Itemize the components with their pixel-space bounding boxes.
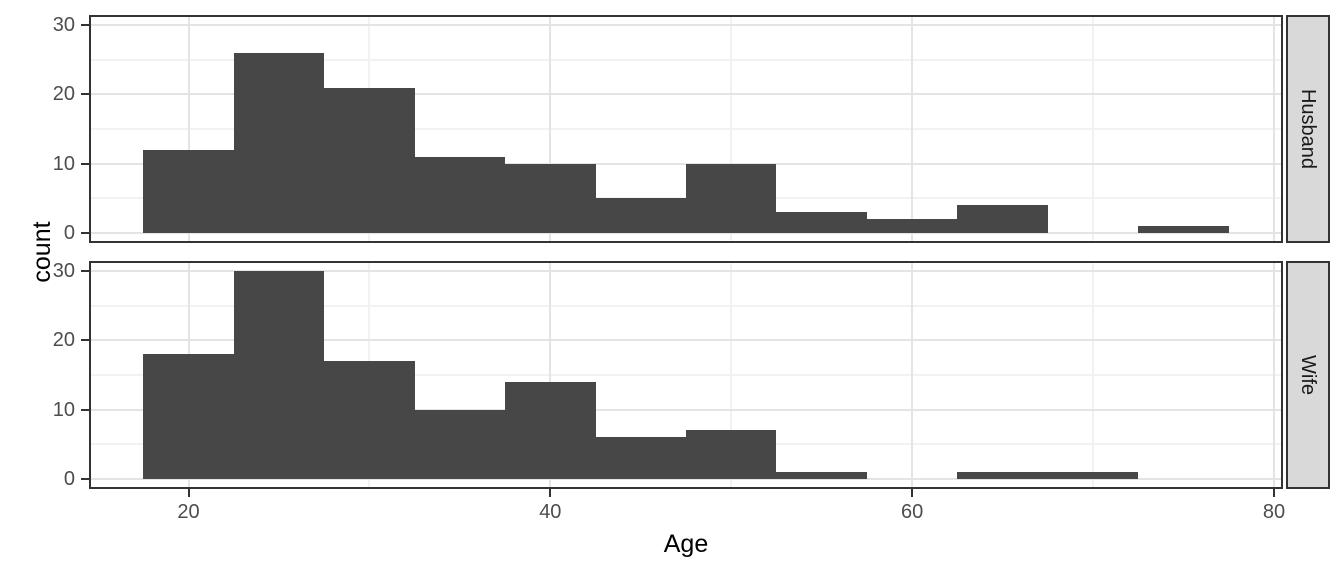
histogram-bar xyxy=(414,409,506,479)
y-tick-mark xyxy=(81,270,89,273)
gridline-minor-y xyxy=(89,128,1283,130)
y-tick-mark xyxy=(81,339,89,342)
histogram-bar xyxy=(686,430,777,479)
y-tick-mark xyxy=(81,162,89,165)
x-tick-label: 60 xyxy=(901,501,924,523)
histogram-bar xyxy=(505,163,596,233)
y-tick-label: 0 xyxy=(63,467,75,490)
x-tick-label: 20 xyxy=(177,501,200,523)
facet-panel-wife xyxy=(89,261,1283,489)
histogram-bar xyxy=(776,211,867,233)
x-tick-mark xyxy=(1272,489,1275,497)
facet-strip-wife: Wife xyxy=(1286,261,1330,489)
gridline-major-x xyxy=(187,15,190,243)
histogram-bar xyxy=(686,163,777,233)
y-axis-title: count xyxy=(28,221,56,283)
gridline-major-x xyxy=(549,261,552,489)
histogram-bar xyxy=(324,361,415,479)
y-tick-label: 30 xyxy=(52,14,75,37)
y-tick-mark xyxy=(81,93,89,96)
y-tick-label: 20 xyxy=(52,83,75,106)
gridline-minor-y xyxy=(89,58,1283,61)
histogram-bar xyxy=(414,156,506,233)
gridline-major-y xyxy=(89,270,1283,273)
gridline-minor-x xyxy=(1092,261,1095,489)
histogram-bar xyxy=(505,381,596,479)
x-axis-title: Age xyxy=(663,530,709,558)
histogram-bar xyxy=(595,198,686,233)
histogram-bar xyxy=(324,87,415,233)
histogram-bar xyxy=(595,437,686,479)
gridline-minor-x xyxy=(730,15,733,243)
x-tick-label: 80 xyxy=(1262,501,1286,523)
gridline-minor-y xyxy=(89,304,1283,307)
y-tick-mark xyxy=(81,477,89,480)
gridline-major-x xyxy=(549,15,552,243)
histogram-bar xyxy=(776,471,867,479)
facet-strip-husband: Husband xyxy=(1286,15,1330,243)
histogram-bar xyxy=(233,53,325,233)
gridline-major-y xyxy=(89,24,1283,27)
gridline-major-y xyxy=(89,408,1283,411)
facet-strip-label: Husband xyxy=(1297,88,1319,170)
y-tick-mark xyxy=(81,408,89,411)
gridline-major-y xyxy=(89,93,1283,96)
y-tick-mark xyxy=(81,24,89,27)
histogram-bar xyxy=(1138,225,1229,233)
y-tick-label: 10 xyxy=(52,398,75,421)
gridline-major-y xyxy=(89,339,1283,342)
gridline-minor-x xyxy=(730,261,733,489)
histogram-bar xyxy=(1047,471,1139,479)
facet-strip-label: Wife xyxy=(1297,355,1319,395)
gridline-major-x xyxy=(911,261,914,489)
histogram-bar xyxy=(957,471,1048,479)
facet-panel-husband xyxy=(89,15,1283,243)
histogram-bar xyxy=(143,354,234,479)
gridline-major-x xyxy=(1272,15,1275,243)
gridline-minor-y xyxy=(89,374,1283,376)
gridline-major-y xyxy=(89,231,1283,234)
x-tick-label: 40 xyxy=(539,501,562,523)
x-tick-mark xyxy=(187,489,190,497)
x-tick-mark xyxy=(911,489,914,497)
y-tick-mark xyxy=(81,231,89,234)
histogram-bar xyxy=(866,218,958,233)
histogram-bar xyxy=(957,205,1048,233)
x-tick-mark xyxy=(549,489,552,497)
histogram-bar xyxy=(143,149,234,233)
gridline-major-x xyxy=(911,15,914,243)
gridline-major-x xyxy=(1272,261,1275,489)
histogram-bar xyxy=(233,271,325,479)
gridline-major-y xyxy=(89,477,1283,480)
gridline-minor-x xyxy=(1092,15,1095,243)
